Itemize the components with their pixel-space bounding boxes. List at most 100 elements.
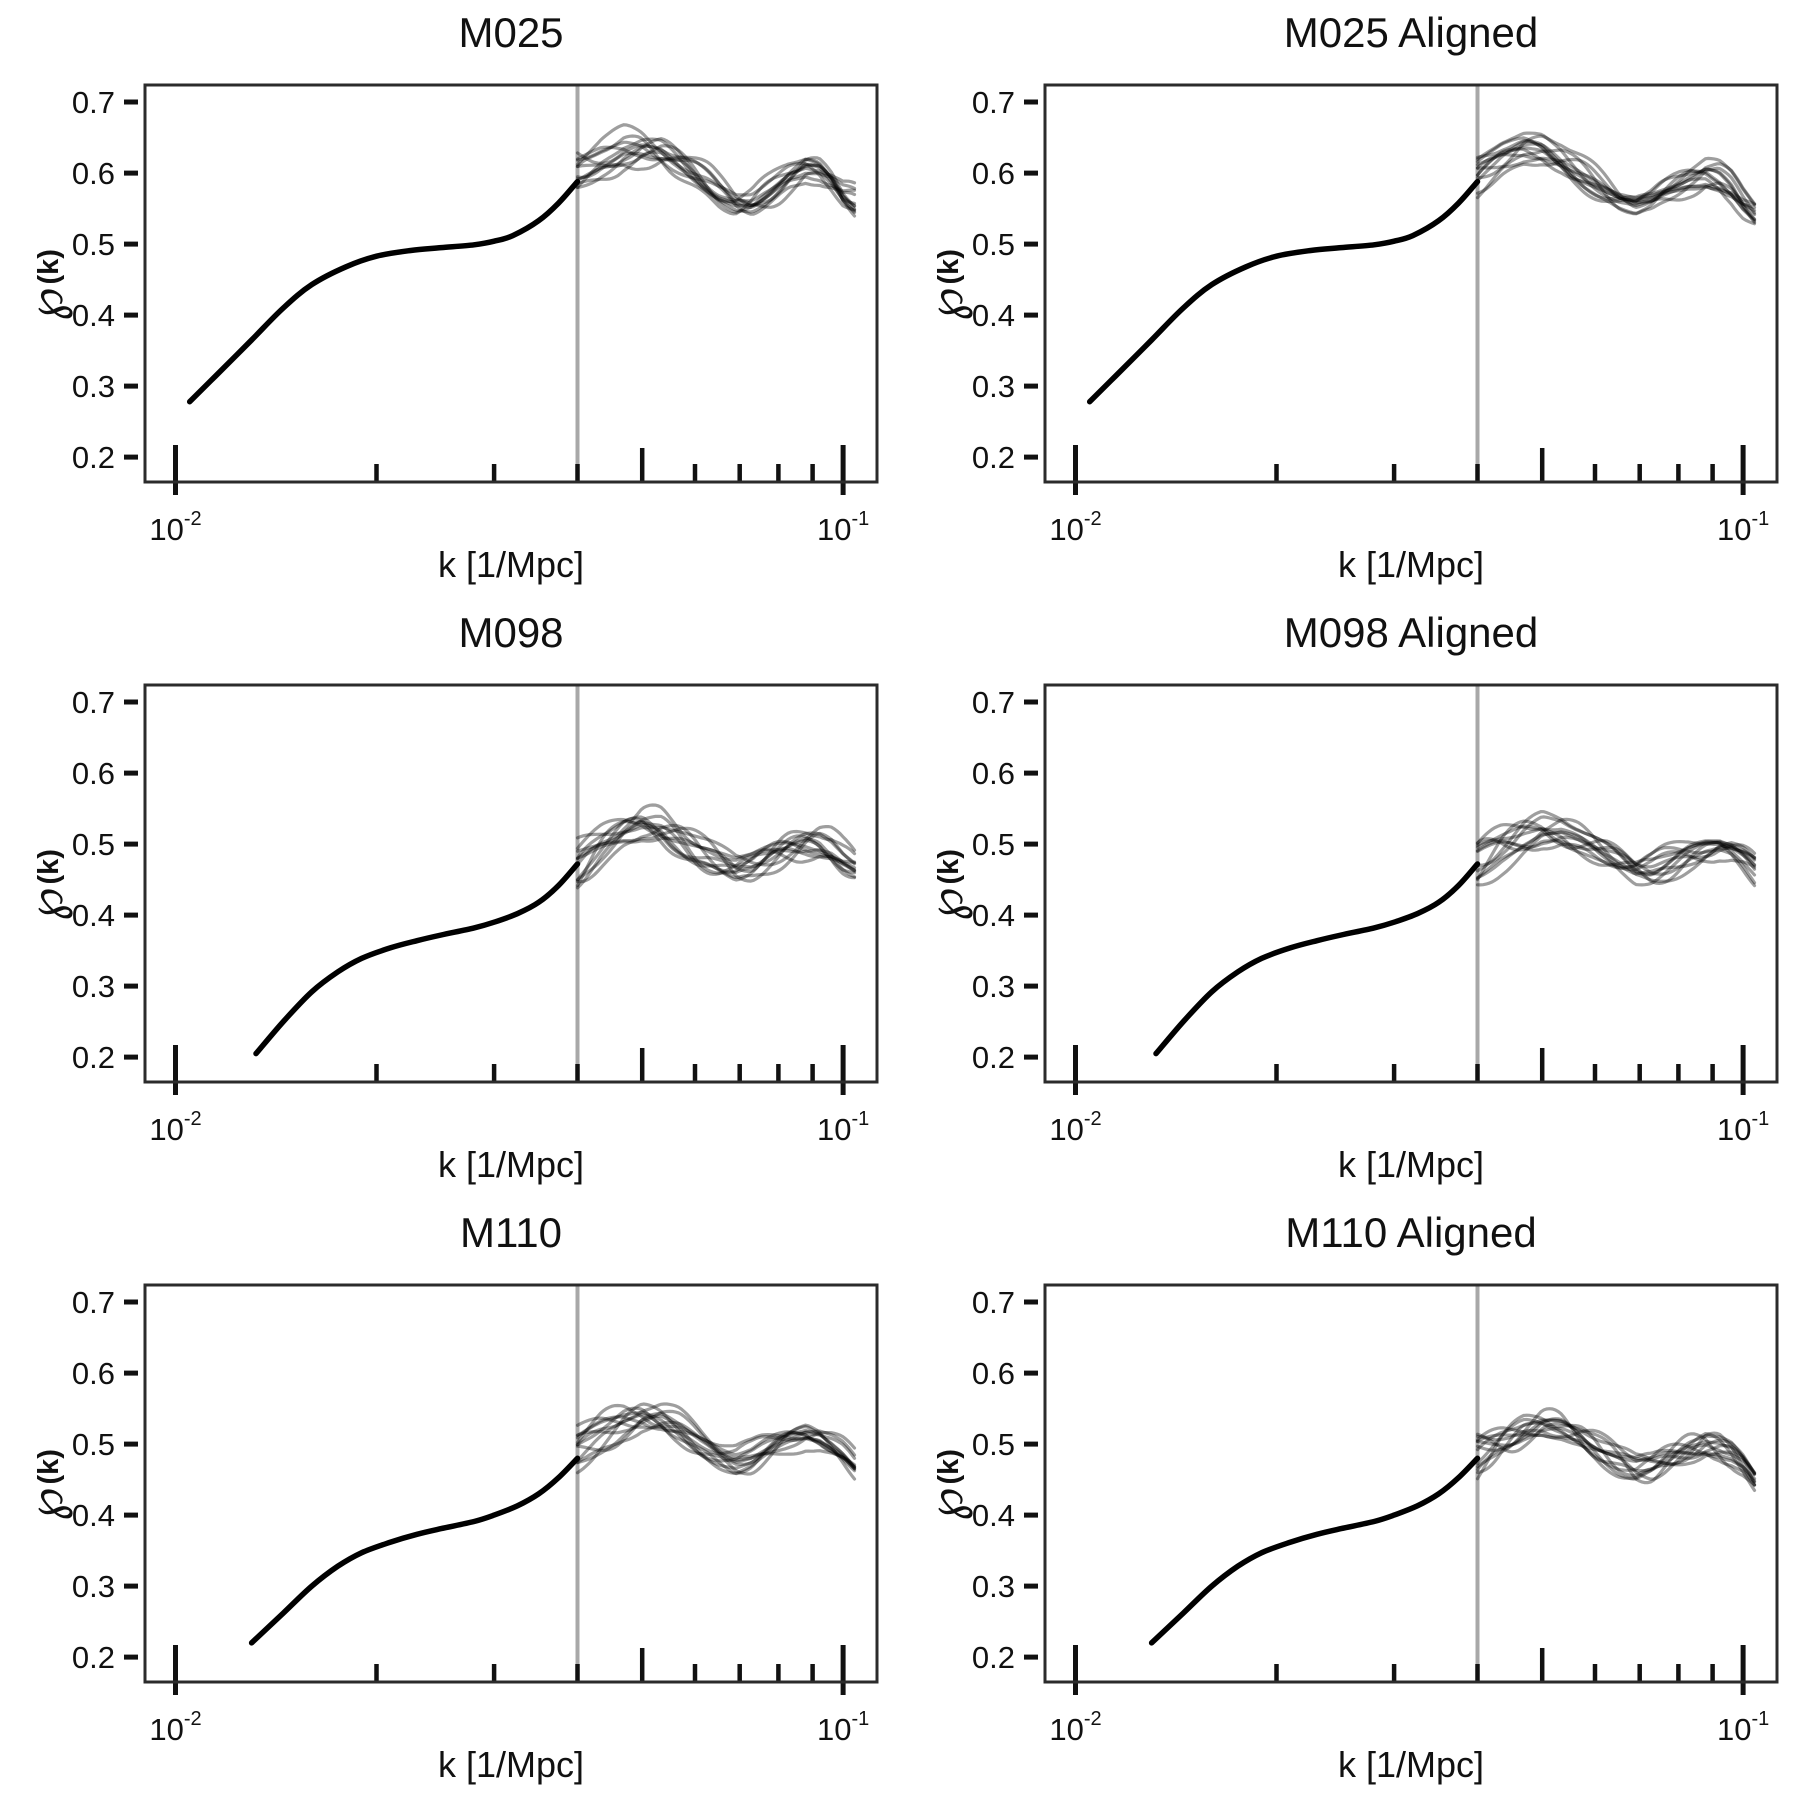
ensemble-realization-curve (575, 826, 857, 883)
ensemble-realization-curve (575, 140, 857, 212)
x-tick-label: 10-1 (817, 1108, 869, 1147)
x-axis-label: k [1/Mpc] (1338, 1744, 1484, 1785)
ensemble-realization-curve (575, 150, 857, 216)
ensemble-realization-curve (575, 144, 857, 214)
ensemble-realization-curve (1475, 839, 1757, 885)
ensemble-realization-curve (1475, 815, 1757, 876)
ensemble-realization-curve (575, 1414, 857, 1475)
ensemble-realization-curve (575, 819, 857, 888)
x-tick-label: 10-2 (1049, 508, 1101, 547)
ensemble-realization-curve (1475, 1407, 1757, 1487)
plot-frame (1043, 1283, 1779, 1684)
panel-title: M110 Aligned (1285, 1209, 1536, 1256)
ensemble-realization-curve (1475, 830, 1757, 887)
y-axis-label-script-p: ℘ (18, 287, 74, 320)
ensemble-realization-curve (575, 822, 857, 879)
ensemble-realization-curve (1475, 1426, 1757, 1483)
x-tick-label: 10-2 (149, 508, 201, 547)
plot-area: 10-2 10-1 0.7 0.6 0.5 0.4 0.3 0.2 (972, 83, 1779, 547)
x-tick-label: 10-1 (1717, 1108, 1769, 1147)
y-tick-label: 0.7 (972, 1285, 1015, 1320)
ensemble-realization-curve (575, 137, 857, 208)
panel-title: M025 (458, 9, 563, 56)
panel-m025-aligned: 10-2 10-10.70.60.50.40.30.2 M025 Aligned … (918, 9, 1779, 585)
smooth-power-spectrum-curve (253, 861, 581, 1057)
ensemble-realization-curve (575, 1413, 857, 1471)
x-axis-label: k [1/Mpc] (1338, 1144, 1484, 1185)
ensemble-realization-curve (575, 1402, 857, 1463)
ensemble-realization-curve (1475, 817, 1757, 881)
y-tick-label: 0.2 (972, 1040, 1015, 1075)
y-axis-label-of-k: (k) (933, 1449, 965, 1484)
y-axis-label: ℘(k) (18, 849, 74, 921)
y-axis-label: ℘(k) (918, 249, 974, 321)
ensemble-realization-curve (575, 143, 857, 207)
y-tick-label: 0.5 (972, 227, 1015, 262)
plot-area: 10-2 10-1 0.7 0.6 0.5 0.4 0.3 0.2 (972, 1283, 1779, 1747)
ensemble-realization-curve (1475, 139, 1757, 222)
y-axis-label: ℘(k) (18, 249, 74, 321)
y-tick-label: 0.6 (972, 1356, 1015, 1391)
x-tick-label: 10-1 (817, 508, 869, 547)
y-tick-label: 0.3 (72, 369, 115, 404)
y-axis-label-of-k: (k) (33, 249, 65, 284)
y-axis-label: ℘(k) (918, 849, 974, 921)
y-axis-label-of-k: (k) (33, 1449, 65, 1484)
y-tick-label: 0.3 (72, 1569, 115, 1604)
y-tick-label: 0.5 (72, 227, 115, 262)
ensemble-realization-curve (1475, 830, 1757, 887)
y-tick-label: 0.4 (72, 298, 115, 333)
ensemble-realization-curve (1475, 827, 1757, 888)
ensemble-realization-curve (575, 157, 857, 209)
ensemble-realization-curve (575, 1416, 857, 1469)
panel-m110-aligned: 10-2 10-10.70.60.50.40.30.2 M110 Aligned … (918, 1209, 1779, 1785)
ensemble-realization-curve (1475, 819, 1757, 882)
plot-frame (1043, 83, 1779, 484)
y-tick-label: 0.2 (72, 1640, 115, 1675)
plot-area: 10-2 10-1 0.7 0.6 0.5 0.4 0.3 0.2 (72, 683, 879, 1147)
ensemble-realization-curve (1475, 134, 1757, 209)
ensemble-realization-curve (575, 816, 857, 882)
plot-frame (143, 683, 879, 1084)
ensemble-realization-curve (1475, 146, 1757, 226)
ensemble-realization-curve (575, 134, 857, 218)
y-tick-label: 0.2 (972, 440, 1015, 475)
ensemble-realization-curve (1475, 1417, 1757, 1481)
ensemble-realization-curve (1475, 809, 1757, 877)
ensemble-realization-curve (1475, 156, 1757, 213)
ensemble-realization-curve (1475, 148, 1757, 216)
smooth-power-spectrum-curve (1086, 178, 1481, 405)
y-axis-label-of-k: (k) (933, 849, 965, 884)
ensemble-realization-curve (575, 820, 857, 882)
smooth-power-spectrum-curve (248, 1455, 581, 1646)
ensemble-realization-curve (1475, 837, 1757, 886)
y-tick-label: 0.7 (72, 1285, 115, 1320)
plot-frame (143, 1283, 879, 1684)
ensemble-realization-curve (1475, 1428, 1757, 1476)
y-tick-label: 0.7 (972, 85, 1015, 120)
y-tick-label: 0.4 (972, 898, 1015, 933)
ensemble-realization-curve (575, 1403, 857, 1473)
ensemble-realization-curve (575, 1420, 857, 1469)
y-tick-label: 0.5 (72, 1427, 115, 1462)
smooth-power-spectrum-curve (186, 178, 581, 405)
x-axis-label: k [1/Mpc] (438, 1744, 584, 1785)
ensemble-realization-curve (575, 1406, 857, 1476)
y-tick-label: 0.6 (972, 756, 1015, 791)
plot-frame (1043, 683, 1779, 1084)
x-axis-label: k [1/Mpc] (438, 1144, 584, 1185)
ensemble-realization-curve (575, 836, 857, 873)
ensemble-realization-curve (1475, 1413, 1757, 1484)
panel-title: M110 (460, 1209, 562, 1256)
ensemble-realization-curve (575, 145, 857, 203)
y-tick-label: 0.3 (972, 1569, 1015, 1604)
y-tick-label: 0.2 (972, 1640, 1015, 1675)
x-tick-label: 10-1 (817, 1708, 869, 1747)
ensemble-realization-curve (1475, 1418, 1757, 1481)
smooth-power-spectrum-curve (1148, 1455, 1481, 1646)
ensemble-realization-curve (1475, 142, 1757, 224)
ensemble-realization-curve (1475, 136, 1757, 221)
ensemble-realization-curve (575, 123, 857, 215)
y-tick-label: 0.5 (972, 1427, 1015, 1462)
